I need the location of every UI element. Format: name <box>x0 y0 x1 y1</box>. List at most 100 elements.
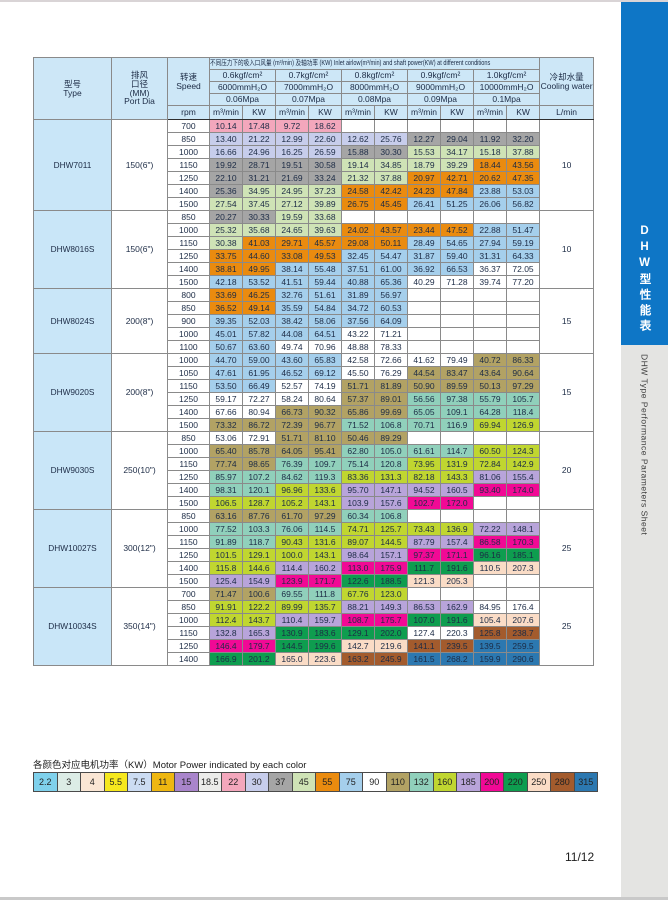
flow-value-cell: 20.97 <box>407 171 441 185</box>
power-value-cell: 114.7 <box>440 444 474 458</box>
power-value-cell: 175.7 <box>374 613 408 627</box>
flow-value-cell: 33.69 <box>209 288 243 302</box>
power-value-cell: 50.11 <box>374 236 408 250</box>
power-value-cell: 54.47 <box>374 249 408 263</box>
flow-value-cell: 24.23 <box>407 184 441 198</box>
flow-value-cell: 10.14 <box>209 119 243 133</box>
power-value-cell: 49.14 <box>242 301 276 315</box>
flow-value-cell: 39.35 <box>209 314 243 328</box>
flow-value-cell: 84.62 <box>275 470 309 484</box>
rpm-cell: 1250 <box>167 470 210 484</box>
flow-value-cell: 50.90 <box>407 379 441 393</box>
power-value-cell: 18.62 <box>308 119 342 133</box>
flow-value-cell: 82.18 <box>407 470 441 484</box>
model-name-cell: DHW10027S <box>33 509 112 588</box>
power-value-cell: 57.82 <box>242 327 276 341</box>
power-value-cell: 45.45 <box>374 197 408 211</box>
power-value-cell: 72.05 <box>505 262 541 276</box>
power-value-cell: 179.7 <box>242 639 276 653</box>
table-row: 1250 33.75 44.60 33.08 49.53 32.45 54.47 31.87 5… <box>34 249 594 263</box>
flow-value-cell: 46.52 <box>275 366 309 380</box>
power-value-cell: 44.60 <box>242 249 276 263</box>
table-row: 1000 16.66 24.96 16.25 26.59 15.88 30.30 15.53 3… <box>34 145 594 159</box>
flow-value-cell: 40.72 <box>473 353 507 367</box>
legend-title: 各颜色对应电机功率（KW）Motor Power indicated by ea… <box>33 760 307 771</box>
power-value-cell: 71.21 <box>374 327 408 341</box>
power-value-cell: 41.03 <box>242 236 276 250</box>
flow-value-cell: 125.8 <box>473 626 507 640</box>
legend-swatch-200: 200 <box>479 772 504 792</box>
power-value-cell: 89.59 <box>440 379 474 393</box>
legend-swatch-315: 315 <box>573 772 598 792</box>
power-value-cell: 143.1 <box>308 548 342 562</box>
power-value-cell: 259.5 <box>505 639 541 653</box>
power-value-cell: 59.40 <box>440 249 474 263</box>
flow-value-cell: 101.5 <box>209 548 243 562</box>
flow-value-cell: 12.62 <box>341 132 375 146</box>
flow-value-cell: 66.73 <box>275 405 309 419</box>
power-value-cell: 34.17 <box>440 145 474 159</box>
power-value-cell: 123.0 <box>374 587 408 601</box>
power-value-cell: 53.03 <box>505 184 541 198</box>
flow-value-cell: 166.9 <box>209 652 243 666</box>
power-value-cell: 207.6 <box>505 613 541 627</box>
power-value-cell: 109.1 <box>440 405 474 419</box>
flow-value-cell: 22.10 <box>209 171 243 185</box>
flow-value-cell <box>407 301 441 315</box>
power-unit-header: KW <box>505 105 541 120</box>
power-value-cell: 201.2 <box>242 652 276 666</box>
power-unit-header: KW <box>440 105 474 120</box>
power-value-cell <box>440 314 474 328</box>
power-value-cell <box>505 314 541 328</box>
power-value-cell: 47.35 <box>505 171 541 185</box>
power-value-cell: 42.71 <box>440 171 474 185</box>
flow-value-cell: 100.0 <box>275 548 309 562</box>
flow-value-cell: 41.62 <box>407 353 441 367</box>
power-value-cell: 106.8 <box>374 509 408 523</box>
power-value-cell: 43.56 <box>505 158 541 172</box>
power-value-cell: 34.95 <box>242 184 276 198</box>
table-row: 1400 25.36 34.95 24.95 37.23 24.58 42.42 24.23 4… <box>34 184 594 198</box>
flow-value-cell: 98.31 <box>209 483 243 497</box>
power-value-cell: 157.1 <box>374 548 408 562</box>
power-value-cell: 159.7 <box>308 613 342 627</box>
power-value-cell <box>505 301 541 315</box>
flow-value-cell <box>473 496 507 510</box>
power-value-cell: 81.89 <box>374 379 408 393</box>
power-value-cell: 35.68 <box>242 223 276 237</box>
power-value-cell: 111.8 <box>308 587 342 601</box>
rpm-cell: 1250 <box>167 392 210 406</box>
rpm-cell: 1400 <box>167 483 210 497</box>
flow-value-cell <box>473 119 507 133</box>
power-value-cell: 56.97 <box>374 288 408 302</box>
table-row: 850 36.52 49.14 35.59 54.84 34.72 60.53 <box>34 301 594 315</box>
flow-value-cell: 24.95 <box>275 184 309 198</box>
power-value-cell: 238.7 <box>505 626 541 640</box>
power-value-cell: 43.57 <box>374 223 408 237</box>
flow-value-cell: 71.52 <box>341 418 375 432</box>
flow-value-cell: 77.52 <box>209 522 243 536</box>
power-value-cell: 33.24 <box>308 171 342 185</box>
power-value-cell: 30.30 <box>374 145 408 159</box>
power-value-cell: 42.42 <box>374 184 408 198</box>
flow-value-cell: 84.95 <box>473 600 507 614</box>
power-value-cell: 26.59 <box>308 145 342 159</box>
power-value-cell: 124.3 <box>505 444 541 458</box>
page-top-edge <box>0 0 668 2</box>
flow-value-cell: 57.37 <box>341 392 375 406</box>
rpm-cell: 1000 <box>167 145 210 159</box>
power-value-cell: 72.66 <box>374 353 408 367</box>
power-value-cell: 86.72 <box>242 418 276 432</box>
power-unit-header: KW <box>308 105 342 120</box>
power-value-cell: 55.48 <box>308 262 342 276</box>
power-value-cell <box>440 587 474 601</box>
power-value-cell: 59.00 <box>242 353 276 367</box>
flow-value-cell: 26.06 <box>473 197 507 211</box>
flow-value-cell: 42.58 <box>341 353 375 367</box>
flow-value-cell: 31.89 <box>341 288 375 302</box>
flow-value-cell: 89.99 <box>275 600 309 614</box>
power-value-cell: 174.0 <box>505 483 541 497</box>
legend-swatch-30: 30 <box>244 772 269 792</box>
flow-value-cell: 95.70 <box>341 483 375 497</box>
power-value-cell: 61.00 <box>374 262 408 276</box>
